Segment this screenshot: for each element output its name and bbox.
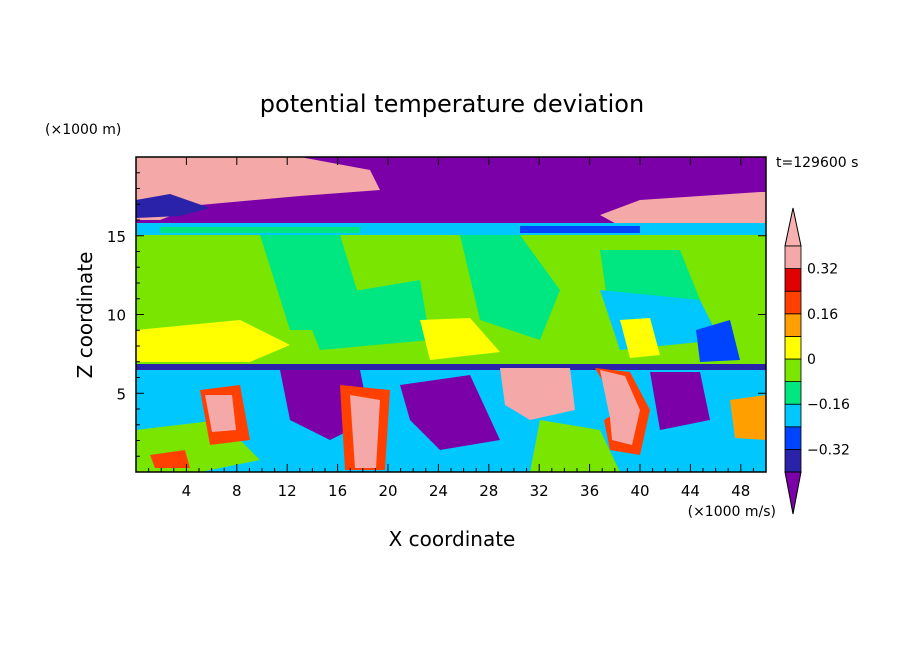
x-tick-label: 4	[182, 482, 192, 500]
y-tick-label: 5	[116, 385, 126, 403]
colorbar-box	[784, 358, 802, 383]
y-axis-label: Z coordinate	[73, 252, 97, 379]
colorbar-box	[784, 268, 802, 292]
colorbar-box	[784, 448, 802, 473]
x-tick-labels: 4 8 12 16 20 24 28 32 36 40 44 48	[182, 482, 751, 500]
x-tick-label: 16	[328, 482, 347, 500]
colorbar	[784, 207, 802, 515]
contour-field	[136, 157, 766, 472]
colorbar-box	[784, 426, 802, 450]
x-axis-label: X coordinate	[389, 527, 516, 551]
x-tick-label: 44	[681, 482, 700, 500]
x-tick-label: 48	[731, 482, 750, 500]
colorbar-label: 0.16	[807, 307, 838, 323]
axis-ticks	[136, 157, 766, 472]
chart-title: potential temperature deviation	[260, 90, 644, 118]
colorbar-bottom-triangle	[784, 471, 802, 515]
x-tick-label: 24	[429, 482, 448, 500]
colorbar-box	[784, 290, 802, 315]
x-tick-label: 28	[479, 482, 498, 500]
colorbar-top-triangle	[784, 207, 802, 247]
colorbar-box	[784, 403, 802, 428]
colorbar-labels: 0.32 0.16 0 −0.16 −0.32	[807, 262, 850, 459]
y-units-label: (×1000 m)	[45, 122, 121, 138]
x-tick-label: 20	[378, 482, 397, 500]
colorbar-label: −0.16	[807, 397, 850, 413]
y-tick-labels: 5 10 15	[107, 228, 126, 404]
colorbar-box	[784, 245, 802, 270]
time-label: t=129600 s	[776, 155, 858, 171]
x-tick-label: 36	[580, 482, 599, 500]
x-tick-label: 40	[630, 482, 649, 500]
colorbar-label: 0	[807, 352, 816, 368]
x-tick-label: 8	[232, 482, 242, 500]
colorbar-label: −0.32	[807, 442, 850, 458]
y-tick-label: 15	[107, 228, 126, 246]
x-tick-label: 12	[278, 482, 297, 500]
colorbar-label: 0.32	[807, 262, 838, 278]
x-units-label: (×1000 m/s)	[688, 504, 776, 520]
colorbar-box	[784, 381, 802, 405]
colorbar-box	[784, 313, 802, 337]
x-tick-label: 32	[530, 482, 549, 500]
colorbar-box	[784, 335, 802, 360]
y-tick-label: 10	[107, 307, 126, 325]
